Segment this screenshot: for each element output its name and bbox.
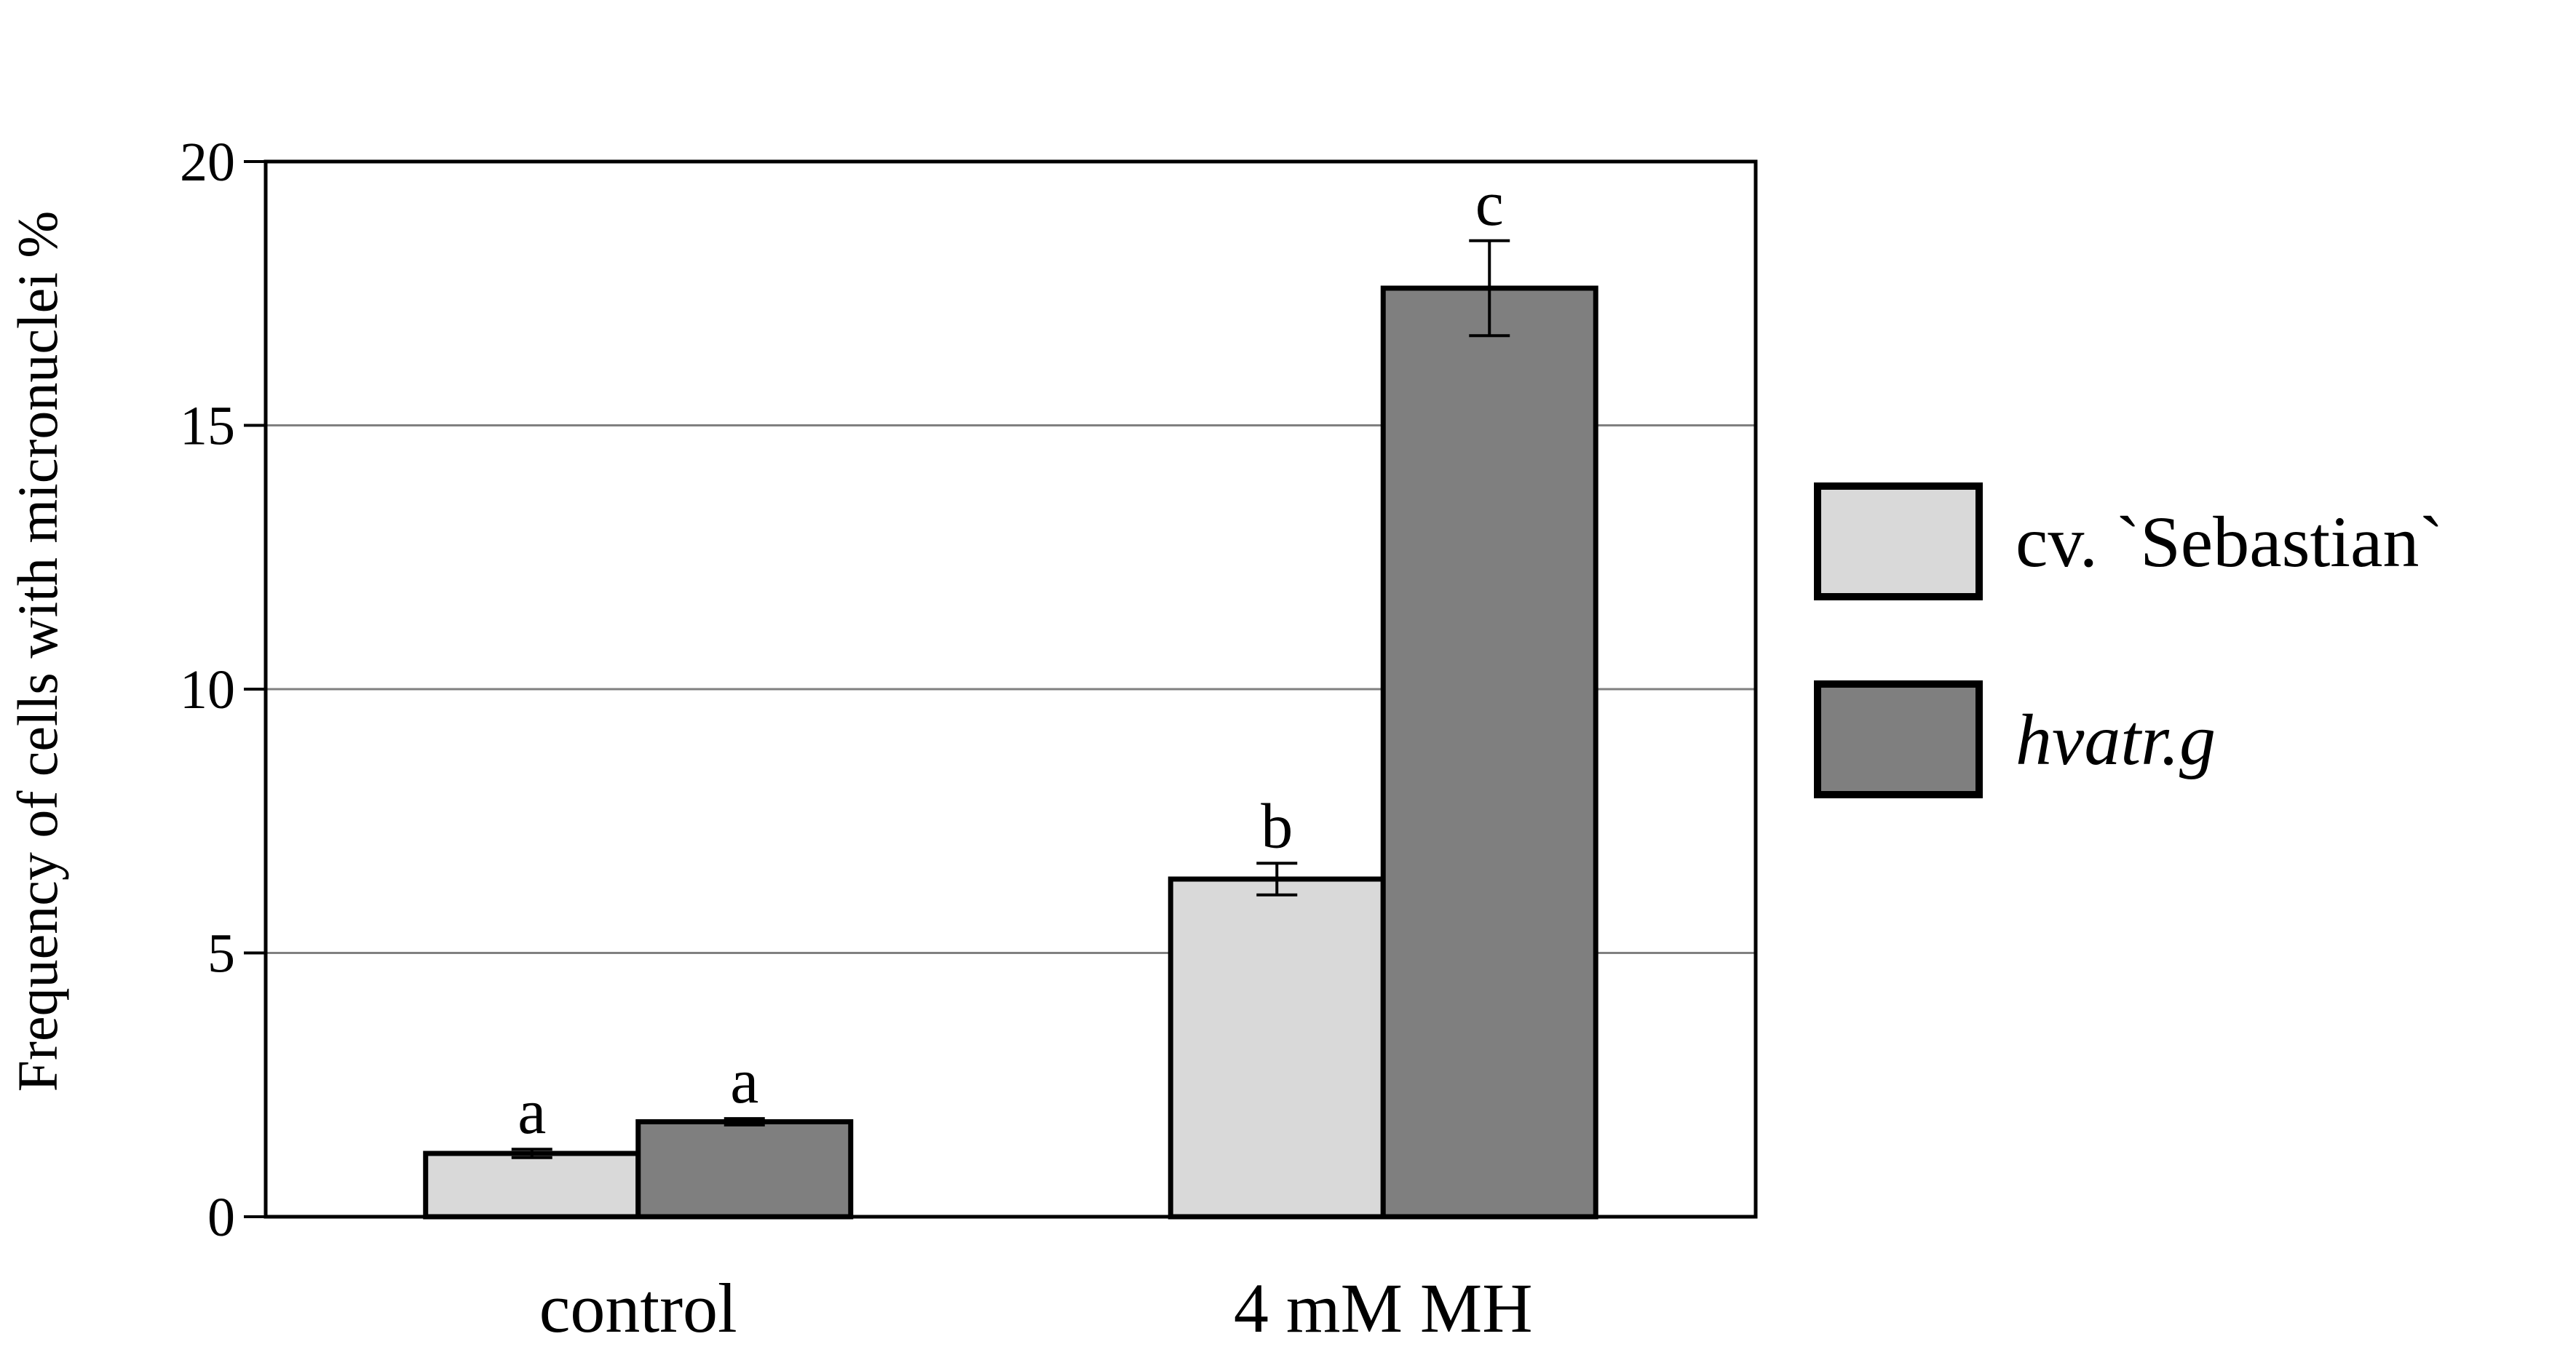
- legend: cv. `Sebastian` hvatr.g: [1814, 482, 2444, 798]
- significance-letter: a: [518, 1077, 546, 1148]
- y-axis-ticks: 0 5 10 15 20: [180, 132, 266, 1248]
- bar: [1380, 285, 1598, 1220]
- significance-letter: a: [730, 1046, 758, 1117]
- legend-swatch: [1814, 482, 1983, 600]
- bar: [635, 1119, 854, 1220]
- y-tick-label: 10: [180, 659, 235, 720]
- bar: [423, 1151, 641, 1220]
- x-category-label: 4 mM MH: [1234, 1269, 1533, 1347]
- legend-label: cv. `Sebastian`: [2016, 501, 2444, 582]
- legend-swatch: [1814, 680, 1983, 798]
- y-tick-label: 0: [207, 1187, 235, 1248]
- y-tick-label: 5: [207, 923, 235, 985]
- significance-letter: c: [1475, 169, 1504, 239]
- bar: [1168, 876, 1386, 1220]
- error-bars: [511, 239, 1510, 1159]
- y-tick-label: 20: [180, 132, 235, 193]
- y-tick-label: 15: [180, 396, 235, 457]
- bars: [423, 285, 1598, 1220]
- x-category-label: control: [539, 1269, 737, 1347]
- significance-letters: a a b c: [518, 169, 1504, 1148]
- legend-label: hvatr.g: [2016, 699, 2216, 780]
- significance-letter: b: [1261, 791, 1293, 862]
- y-axis-title: Frequency of cells with micronuclei %: [6, 211, 69, 1092]
- x-axis-labels: control 4 mM MH: [539, 1269, 1533, 1347]
